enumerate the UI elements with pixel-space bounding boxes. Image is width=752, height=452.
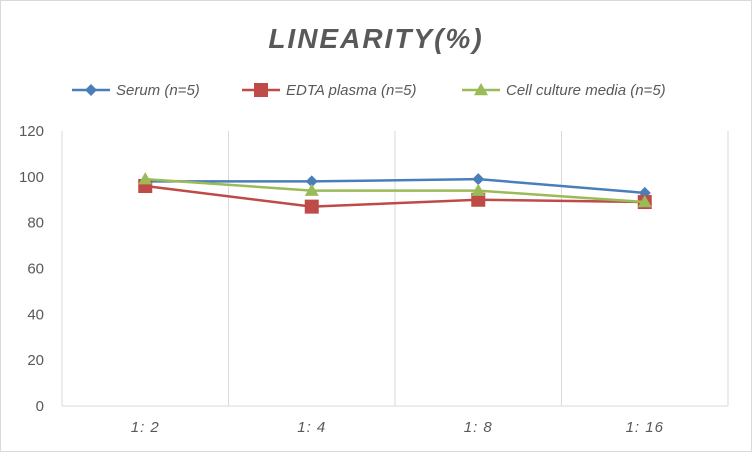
legend-entry: EDTA plasma (n=5): [242, 82, 416, 99]
legend-label: EDTA plasma (n=5): [286, 82, 416, 99]
data-point: [138, 172, 153, 185]
x-tick-label: 1: 16: [626, 419, 664, 436]
data-point: [85, 84, 97, 96]
data-point: [254, 83, 268, 97]
x-tick-label: 1: 2: [131, 419, 160, 436]
x-tick-label: 1: 4: [297, 419, 326, 436]
legend-entry: Cell culture media (n=5): [462, 82, 666, 99]
y-tick-label: 120: [19, 123, 44, 140]
grid-lines: [61, 131, 729, 407]
x-axis-ticks: 1: 2 1: 4 1: 8 1: 16: [131, 419, 664, 436]
data-point: [305, 175, 318, 188]
chart-title: LINEARITY(%): [268, 23, 483, 54]
y-tick-label: 80: [27, 215, 44, 232]
legend-entry: Serum (n=5): [72, 82, 200, 99]
data-point: [472, 173, 485, 186]
series-lines: [138, 172, 652, 214]
legend-label: Cell culture media (n=5): [506, 82, 666, 99]
y-tick-label: 60: [27, 261, 44, 278]
y-tick-label: 0: [36, 398, 44, 415]
legend-label: Serum (n=5): [116, 82, 200, 99]
series-3: [138, 172, 652, 208]
x-tick-label: 1: 8: [464, 419, 493, 436]
y-tick-label: 20: [27, 352, 44, 369]
y-tick-label: 40: [27, 306, 44, 323]
series-line: [144, 184, 646, 208]
y-axis-ticks: 0 20 40 60 80 100 120: [19, 123, 44, 415]
legend: Serum (n=5) EDTA plasma (n=5) Cell culture…: [72, 82, 666, 99]
data-point: [304, 199, 319, 214]
data-point: [471, 183, 486, 196]
y-tick-label: 100: [19, 169, 44, 186]
series-line: [144, 177, 646, 204]
data-point: [304, 183, 319, 196]
series-line: [144, 177, 646, 195]
data-point: [637, 195, 652, 208]
data-point: [474, 83, 488, 96]
